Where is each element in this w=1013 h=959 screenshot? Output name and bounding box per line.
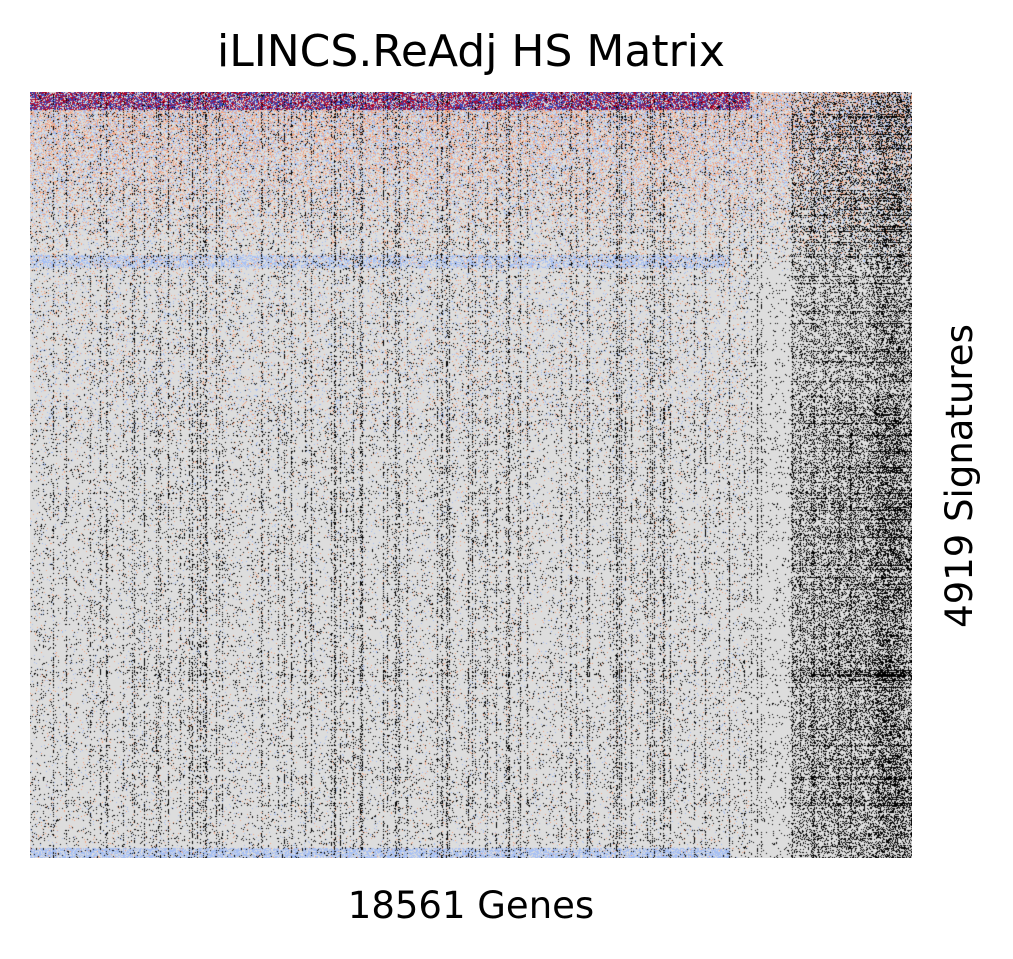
x-axis-label: 18561 Genes <box>347 884 595 927</box>
heatmap-plot-area <box>30 92 912 858</box>
y-axis-label: 4919 Signatures <box>938 324 981 628</box>
heatmap-cells <box>30 92 912 858</box>
chart-title: iLINCS.ReAdj HS Matrix <box>217 26 725 77</box>
